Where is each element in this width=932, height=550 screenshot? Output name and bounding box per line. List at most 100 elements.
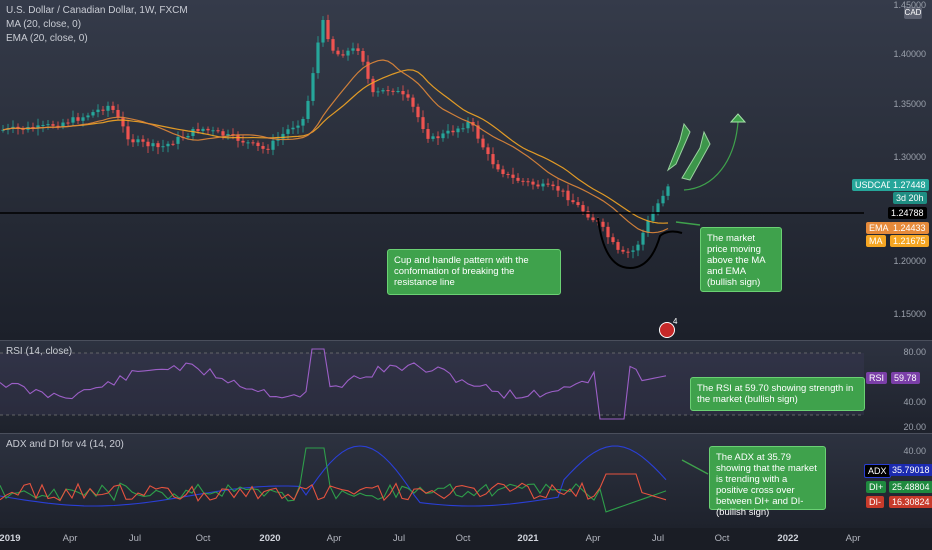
candle-body bbox=[551, 184, 555, 187]
price-axis-label: 1.40000 bbox=[893, 49, 926, 59]
adx-chart[interactable] bbox=[0, 434, 932, 528]
candle-body bbox=[421, 117, 425, 130]
rsi-pane[interactable]: RSI (14, close) 80.00 40.00 20.00 RSI 59… bbox=[0, 341, 932, 433]
projection-curve bbox=[683, 121, 739, 191]
chart-legend: U.S. Dollar / Canadian Dollar, 1W, FXCM … bbox=[6, 4, 188, 46]
candle-body bbox=[351, 48, 355, 51]
candle-body bbox=[601, 221, 605, 227]
candle-body bbox=[336, 50, 340, 55]
ema-value-tag: 1.24433 bbox=[890, 222, 929, 234]
di-minus-value-tag: 16.30824 bbox=[889, 496, 932, 508]
candle-body bbox=[166, 143, 170, 147]
candle-body bbox=[431, 136, 435, 139]
candle-body bbox=[101, 109, 105, 111]
candle-body bbox=[531, 181, 535, 185]
candle-body bbox=[36, 125, 40, 129]
candle-body bbox=[376, 91, 380, 93]
candle-body bbox=[81, 117, 85, 121]
candle-body bbox=[511, 174, 515, 178]
candle-body bbox=[586, 211, 590, 218]
rsi-legend: RSI (14, close) bbox=[6, 346, 73, 357]
candle-body bbox=[271, 140, 275, 150]
candle-body bbox=[311, 73, 315, 101]
candle-body bbox=[476, 125, 480, 139]
adx-line bbox=[0, 445, 667, 507]
projection-arrow-2 bbox=[681, 130, 711, 181]
candle-body bbox=[506, 174, 510, 176]
ema-tag: EMA bbox=[866, 222, 892, 234]
cup-handle-note[interactable]: Cup and handle pattern with the conforma… bbox=[387, 249, 561, 295]
event-flag-icon[interactable] bbox=[659, 322, 675, 338]
candle-body bbox=[71, 117, 75, 123]
candle-body bbox=[281, 133, 285, 139]
candle-body bbox=[221, 131, 225, 136]
candle-body bbox=[416, 106, 420, 118]
candle-body bbox=[291, 127, 295, 130]
candle-body bbox=[91, 112, 95, 116]
ma-line bbox=[2, 69, 669, 224]
candle-body bbox=[136, 139, 140, 143]
candle-body bbox=[206, 128, 210, 131]
price-axis-label: 1.45000 bbox=[893, 0, 926, 10]
time-label: 2019 bbox=[0, 533, 21, 544]
currency-badge[interactable]: CAD bbox=[904, 7, 922, 19]
candle-body bbox=[581, 205, 585, 212]
adx-tag: ADX bbox=[864, 464, 891, 478]
candle-body bbox=[216, 130, 220, 132]
price-chart[interactable] bbox=[0, 0, 932, 340]
candle-body bbox=[646, 220, 650, 233]
candle-body bbox=[196, 128, 200, 131]
candle-body bbox=[491, 154, 495, 165]
candle-body bbox=[86, 115, 90, 118]
adx-note[interactable]: The ADX at 35.79 showing that the market… bbox=[709, 446, 826, 518]
price-pane[interactable]: U.S. Dollar / Canadian Dollar, 1W, FXCM … bbox=[0, 0, 932, 340]
candle-body bbox=[161, 146, 165, 148]
candle-body bbox=[666, 186, 670, 196]
pane-divider[interactable] bbox=[0, 340, 932, 341]
time-label: Jul bbox=[392, 533, 406, 544]
candle-body bbox=[306, 100, 310, 119]
time-label: Oct bbox=[714, 533, 730, 544]
candle-body bbox=[436, 136, 440, 139]
time-label: 2021 bbox=[517, 533, 539, 544]
candle-body bbox=[296, 125, 300, 128]
candle-body bbox=[606, 226, 610, 238]
candle-body bbox=[301, 118, 305, 126]
candle-body bbox=[446, 130, 450, 134]
candle-body bbox=[246, 142, 250, 144]
candle-body bbox=[661, 195, 665, 204]
adx-value-tag: 35.79018 bbox=[889, 464, 932, 476]
candle-body bbox=[576, 202, 580, 206]
market-note[interactable]: The market price moving above the MA and… bbox=[700, 227, 782, 292]
ema-legend: EMA (20, close, 0) bbox=[6, 33, 88, 44]
candle-body bbox=[191, 128, 195, 136]
time-label: Apr bbox=[62, 533, 78, 544]
candle-body bbox=[41, 124, 45, 126]
projection-arrowhead bbox=[729, 113, 747, 123]
adx-pane[interactable]: ADX and DI for v4 (14, 20) 40.00 The ADX… bbox=[0, 434, 932, 528]
candle-body bbox=[146, 141, 150, 147]
price-axis-label: 1.15000 bbox=[893, 309, 926, 319]
candle-body bbox=[106, 105, 110, 111]
hline-price-tag: 1.24788 bbox=[888, 207, 927, 219]
rsi-value-tag: 59.78 bbox=[891, 372, 920, 384]
candle-body bbox=[651, 212, 655, 221]
candle-body bbox=[611, 237, 615, 243]
candle-body bbox=[231, 134, 235, 136]
candle-body bbox=[401, 91, 405, 95]
adx-level: 40.00 bbox=[903, 446, 926, 456]
rsi-note[interactable]: The RSI at 59.70 showing strength in the… bbox=[690, 377, 865, 411]
candle-body bbox=[496, 164, 500, 170]
candle-body bbox=[381, 90, 385, 92]
pane-divider[interactable] bbox=[0, 433, 932, 434]
cup-drawing bbox=[597, 217, 683, 270]
time-axis[interactable]: 2019 Apr Jul Oct 2020 Apr Jul Oct 2021 A… bbox=[0, 528, 932, 550]
candle-body bbox=[636, 244, 640, 251]
candle-body bbox=[391, 90, 395, 92]
candle-body bbox=[626, 251, 630, 253]
candle-body bbox=[56, 125, 60, 127]
candle-body bbox=[516, 177, 520, 181]
rsi-tag: RSI bbox=[866, 372, 888, 384]
ma-value-tag: 1.21675 bbox=[890, 235, 929, 247]
time-label: 2022 bbox=[777, 533, 799, 544]
